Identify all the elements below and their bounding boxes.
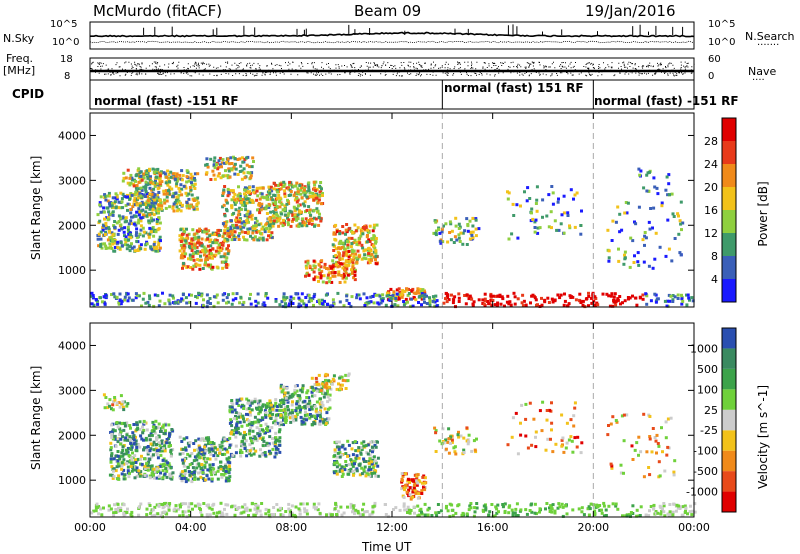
nsearch-tick-bottom: 10^0	[708, 37, 736, 48]
noise-sky-trace	[90, 31, 695, 38]
nave-dots: ····	[752, 75, 765, 86]
velocity-colorbar-tick: 1000	[690, 342, 718, 355]
power-colorbar-tick: 24	[704, 158, 718, 171]
colorbar-swatch	[722, 430, 736, 451]
colorbar-swatch	[722, 141, 736, 164]
colorbar-swatch	[722, 491, 736, 512]
beam-title: Beam 09	[354, 2, 422, 20]
colorbar-swatch	[722, 348, 736, 369]
x-tick-label: 16:00	[477, 521, 509, 534]
freq-label: Freq.	[6, 52, 34, 65]
nave-dots-trace	[90, 61, 695, 77]
colorbar-swatch	[722, 256, 736, 279]
x-tick-label: 00:00	[74, 521, 106, 534]
power-colorbar	[721, 117, 737, 303]
velocity-colorbar-tick: 100	[697, 383, 718, 396]
nave-label: Nave	[748, 65, 777, 78]
velocity-colorbar	[721, 327, 737, 513]
velocity-heatmap	[90, 372, 697, 519]
power-heatmap	[90, 155, 695, 309]
y-tick-label: 4000	[58, 339, 86, 352]
y-tick-label: 3000	[58, 174, 86, 187]
y-tick-label: 3000	[58, 384, 86, 397]
x-tick-label: 08:00	[275, 521, 307, 534]
velocity-colorbar-tick: 25	[704, 404, 718, 417]
time-xlabel: Time UT	[362, 540, 412, 554]
nsearch-label: N.Search	[745, 30, 795, 43]
colorbar-swatch	[722, 233, 736, 256]
power-colorbar-tick: 8	[711, 250, 718, 263]
x-tick-label: 04:00	[175, 521, 207, 534]
colorbar-swatch	[722, 471, 736, 492]
colorbar-swatch	[722, 187, 736, 210]
y-tick-label: 2000	[58, 219, 86, 232]
nave-tick-bottom: 0	[708, 71, 715, 82]
nsky-tick-bottom: 10^0	[52, 37, 80, 48]
colorbar-swatch	[722, 279, 736, 302]
nsky-label: N.Sky	[3, 32, 35, 45]
y-tick-label: 4000	[58, 129, 86, 142]
freq-unit: [MHz]	[3, 64, 36, 77]
x-tick-label: 12:00	[376, 521, 408, 534]
power-colorbar-tick: 12	[704, 227, 718, 240]
colorbar-swatch	[722, 368, 736, 390]
y-tick-label: 2000	[58, 429, 86, 442]
colorbar-swatch	[722, 164, 736, 187]
colorbar-swatch	[722, 210, 736, 233]
colorbar-swatch	[722, 389, 736, 410]
x-tick-label: 20:00	[577, 521, 609, 534]
cpid-segment-3: normal (fast) -151 RF	[594, 94, 739, 108]
noise-spikes	[143, 24, 684, 35]
colorbar-swatch	[722, 328, 736, 349]
cpid-panel-frame	[89, 79, 695, 110]
colorbar-swatch	[722, 118, 736, 141]
velocity-colorbar-tick: -100	[693, 445, 718, 458]
x-tick-label: 00:00	[678, 521, 710, 534]
colorbar-swatch	[722, 450, 736, 472]
y-tick-label: 1000	[58, 264, 86, 277]
power-colorbar-tick: 28	[704, 135, 718, 148]
velocity-colorbar-tick: -25	[700, 424, 718, 437]
y-tick-label: 1000	[58, 474, 86, 487]
nsearch-tick-top: 10^5	[708, 19, 736, 30]
colorbar-swatch	[722, 409, 736, 431]
cpid-segment-1: normal (fast) -151 RF	[94, 94, 239, 108]
velocity-colorbar-tick: -1000	[686, 486, 718, 499]
power-colorbar-tick: 16	[704, 204, 718, 217]
freq-tick-top: 18	[60, 54, 73, 65]
cpid-label: CPID	[12, 87, 45, 101]
freq-tick-bottom: 8	[64, 71, 71, 82]
nave-tick-top: 60	[708, 54, 721, 65]
nsearch-dots: ·······	[757, 40, 780, 51]
date-title: 19/Jan/2016	[585, 2, 676, 20]
noise-search-trace	[89, 40, 695, 44]
velocity-colorbar-tick: 500	[697, 363, 718, 376]
station-title: McMurdo (fitACF)	[93, 2, 223, 20]
velocity-colorbar-tick: -500	[693, 465, 718, 478]
velocity-plot-area	[90, 323, 694, 517]
power-colorbar-tick: 20	[704, 181, 718, 194]
power-colorbar-tick: 4	[711, 273, 718, 286]
nsky-tick-top: 10^5	[50, 19, 78, 30]
cpid-segment-2: normal (fast) 151 RF	[444, 81, 584, 95]
